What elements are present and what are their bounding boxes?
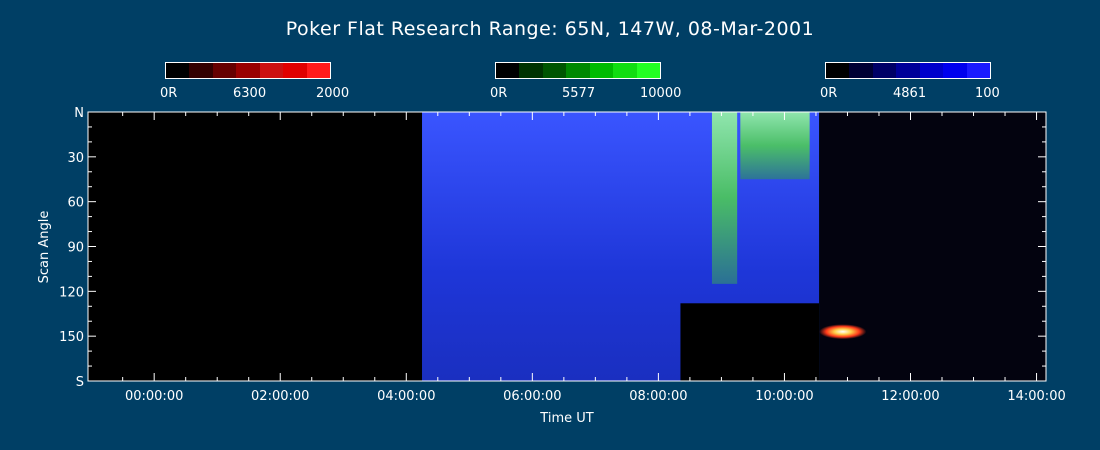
y-tick-label: S (76, 375, 84, 390)
colorbar-cell (189, 63, 213, 78)
x-tick-label: 02:00:00 (251, 389, 309, 404)
y-axis-label: Scan Angle (37, 211, 52, 284)
no-data-region (680, 303, 820, 381)
colorbar-cell (259, 63, 284, 78)
y-tick-label: 30 (67, 151, 84, 166)
colorbar-cell (966, 63, 990, 78)
y-tick-label: N (74, 106, 84, 121)
colorbar-blue-4861 (825, 62, 991, 79)
colorbar-cell (212, 63, 237, 78)
x-axis-label: Time UT (539, 411, 593, 426)
x-tick-label: 04:00:00 (377, 389, 435, 404)
colorbar-cell (519, 63, 543, 78)
y-tick-label: 150 (59, 330, 84, 345)
y-tick-label: 90 (67, 241, 84, 256)
colorbar-blue-max-label: 100 (975, 86, 1000, 101)
colorbar-red-name: 6300 (233, 86, 267, 101)
colorbar-cell (826, 63, 850, 78)
colorbar-red-max-label: 2000 (316, 86, 350, 101)
x-tick-label: 08:00:00 (629, 389, 687, 404)
chart-title: Poker Flat Research Range: 65N, 147W, 08… (285, 18, 815, 40)
y-tick-label: 120 (59, 285, 84, 300)
x-tick-label: 06:00:00 (503, 389, 561, 404)
colorbar-red-6300 (165, 62, 331, 79)
colorbar-cell (849, 63, 873, 78)
emission-region (819, 112, 1046, 381)
colorbar-green-max-label: 10000 (640, 86, 682, 101)
x-tick-label: 00:00:00 (125, 389, 183, 404)
colorbar-blue-min-label: 0R (820, 86, 838, 101)
colorbar-cell (166, 63, 190, 78)
colorbar-cell (896, 63, 920, 78)
emission-region (711, 112, 738, 284)
colorbar-green-min-label: 0R (490, 86, 508, 101)
colorbar-cell (306, 63, 330, 78)
x-tick-label: 12:00:00 (881, 389, 939, 404)
colorbar-cell (919, 63, 944, 78)
x-tick-label: 14:00:00 (1007, 389, 1065, 404)
colorbar-cell (872, 63, 897, 78)
colorbar-red-min-label: 0R (160, 86, 178, 101)
colorbar-green-5577 (495, 62, 661, 79)
colorbar-cell (283, 63, 307, 78)
no-data-region (88, 112, 423, 381)
y-tick-label: 60 (67, 196, 84, 211)
emission-region (740, 112, 810, 180)
emission-region (819, 324, 867, 340)
colorbar-cell (542, 63, 567, 78)
x-tick-label: 10:00:00 (755, 389, 813, 404)
colorbar-cell (636, 63, 660, 78)
colorbar-cell (943, 63, 967, 78)
colorbar-cell (236, 63, 260, 78)
colorbar-cell (613, 63, 637, 78)
colorbar-cell (566, 63, 590, 78)
colorbar-cell (496, 63, 520, 78)
colorbar-blue-name: 4861 (893, 86, 927, 101)
colorbar-cell (589, 63, 614, 78)
colorbar-green-name: 5577 (562, 86, 596, 101)
